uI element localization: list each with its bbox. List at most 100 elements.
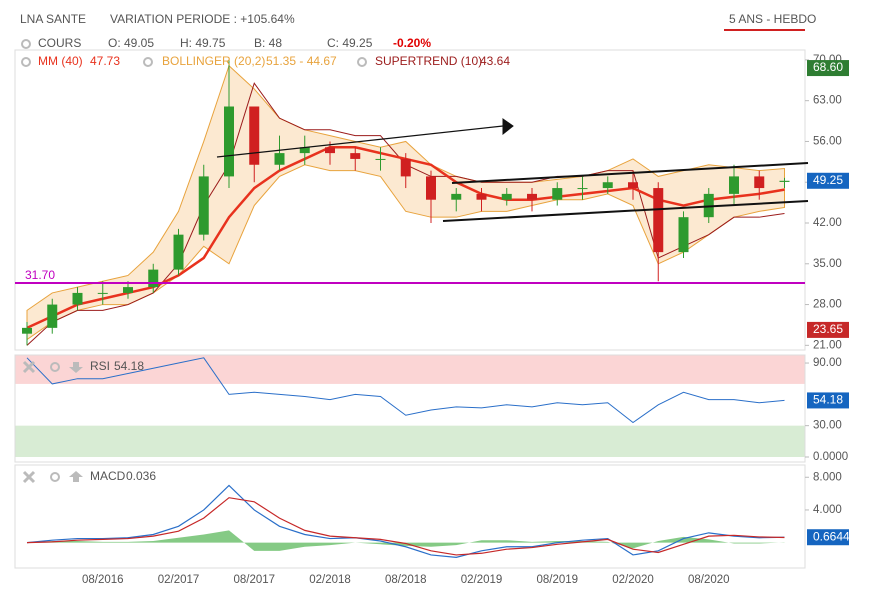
value-marker-label: 0.6644 xyxy=(813,529,850,543)
candle-body xyxy=(72,292,83,305)
y-tick-label: 70.00 xyxy=(813,54,842,66)
candle-body xyxy=(653,188,664,253)
candle-body xyxy=(779,180,790,182)
level-label: 31.70 xyxy=(25,268,55,282)
icon xyxy=(50,472,60,482)
value-marker xyxy=(807,172,849,189)
plot-area xyxy=(26,484,785,558)
value-marker xyxy=(807,321,849,338)
y-tick-label: 90.00 xyxy=(813,357,842,369)
rsi-line xyxy=(26,357,785,424)
panel: 70.0063.0056.0049.0042.0035.0028.0021.00… xyxy=(14,36,849,351)
icon xyxy=(69,471,83,482)
candle-body xyxy=(552,188,563,200)
candle-body xyxy=(224,106,234,177)
candle-body xyxy=(577,188,588,190)
value-marker-label: 23.65 xyxy=(813,322,843,336)
legend-series: SUPERTREND (10) xyxy=(375,54,482,68)
icon xyxy=(357,57,367,67)
panels: 70.0063.0056.0049.0042.0035.0028.0021.00… xyxy=(14,36,850,569)
y-tick-label: 63.00 xyxy=(813,95,842,107)
macd-line xyxy=(26,484,785,558)
plot-area xyxy=(15,355,805,457)
icon xyxy=(69,362,83,373)
title: LNA SANTE xyxy=(20,12,86,26)
candle-body xyxy=(501,193,512,200)
icon xyxy=(21,39,31,49)
candle-body xyxy=(123,287,133,293)
y-tick-label: 28.00 xyxy=(813,299,842,311)
icon xyxy=(143,57,153,67)
legend-ohlc: H: 49.75 xyxy=(180,36,226,50)
legend-value: 54.18 xyxy=(114,359,144,373)
icon xyxy=(22,470,36,484)
y-tick-label: 35.00 xyxy=(813,258,842,270)
y-tick-label: 21.00 xyxy=(813,339,842,351)
x-tick-label: 08/2016 xyxy=(82,574,124,586)
legend-ohlc: C: 49.25 xyxy=(327,36,373,50)
value-marker xyxy=(807,60,849,77)
candle-body xyxy=(22,327,32,334)
candle-body xyxy=(375,158,386,160)
y-tick-label: 42.00 xyxy=(813,217,842,229)
x-tick-label: 02/2018 xyxy=(309,574,351,586)
candle-body xyxy=(274,153,285,165)
x-tick-label: 02/2020 xyxy=(612,574,654,586)
legend-series: MM (40) xyxy=(38,54,83,68)
icon xyxy=(21,57,31,67)
variation: VARIATION PERIODE : +105.64% xyxy=(110,12,295,26)
legend-ohlc: O: 49.05 xyxy=(108,36,154,50)
candle-body xyxy=(729,176,739,194)
candle-body xyxy=(350,153,361,159)
candle-body xyxy=(400,158,411,177)
candle-body xyxy=(426,176,436,200)
legend-value: 43.64 xyxy=(480,54,510,68)
zone xyxy=(15,425,805,457)
candle-body xyxy=(97,292,108,294)
macd-line xyxy=(26,497,785,556)
y-tick-label: 4.000 xyxy=(813,504,842,516)
panel-frame xyxy=(14,464,806,569)
candle-body xyxy=(299,147,310,154)
legend-name: MACD xyxy=(90,469,126,483)
candle-body xyxy=(173,234,184,270)
legend-name: COURS xyxy=(38,36,81,50)
candle-body xyxy=(527,193,537,200)
y-tick-label: 8.000 xyxy=(813,471,842,483)
x-tick-label: 08/2020 xyxy=(688,574,730,586)
candle-body xyxy=(602,182,613,189)
legend-ohlc: B: 48 xyxy=(254,36,282,50)
value-marker xyxy=(807,392,849,409)
icon xyxy=(50,362,60,372)
x-tick-label: 08/2018 xyxy=(385,574,427,586)
candle-body xyxy=(47,304,58,328)
y-tick-label: 0.0000 xyxy=(813,451,848,463)
icon xyxy=(22,360,36,374)
candle-body xyxy=(198,176,209,235)
y-tick-label: 30.00 xyxy=(813,420,842,432)
candle-body xyxy=(476,193,487,200)
candle-body xyxy=(451,193,462,200)
value-marker-label: 68.60 xyxy=(813,60,843,74)
macd-histogram xyxy=(27,530,785,551)
candle-body xyxy=(148,269,159,288)
candle-body xyxy=(628,182,638,189)
panel: 8.000 4.000 MACD 0.036 0.6644 xyxy=(14,464,850,569)
candle-body xyxy=(249,106,260,165)
legend-value: 47.73 xyxy=(90,54,120,68)
legend-series: BOLLINGER (20,2) xyxy=(162,54,265,68)
value-marker-label: 49.25 xyxy=(813,173,843,187)
period[interactable]: 5 ANS - HEBDO xyxy=(729,12,816,26)
legend-value: 51.35 - 44.67 xyxy=(266,54,337,68)
y-tick-label: 56.00 xyxy=(813,135,842,147)
candle-body xyxy=(325,147,335,154)
panel-frame xyxy=(14,49,806,351)
legend-change: -0.20% xyxy=(393,36,431,50)
legend-value: 0.036 xyxy=(126,469,156,483)
panel-frame xyxy=(14,354,806,463)
plot-area xyxy=(22,59,790,346)
trendlines xyxy=(216,118,809,222)
panel: 90.00 30.00 0.0000 RSI 54.18 54.18 xyxy=(14,354,849,463)
candle-body xyxy=(754,176,765,189)
